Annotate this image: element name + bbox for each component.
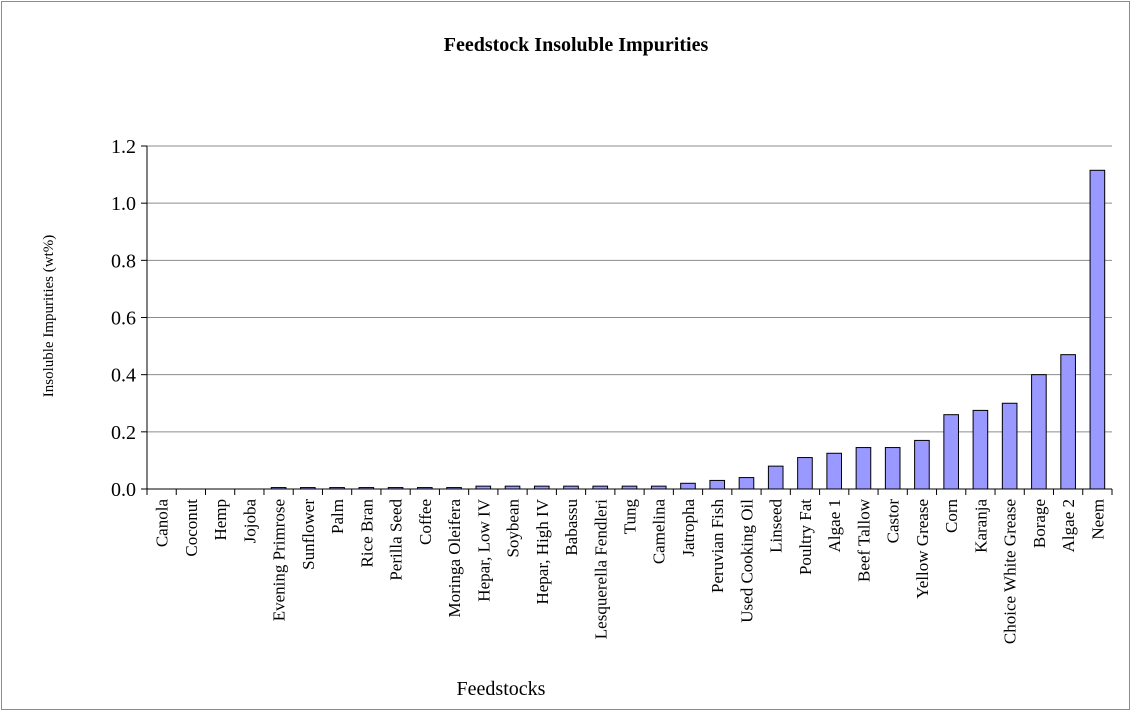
x-tick-label: Hepar, High IV [533, 498, 552, 604]
x-tick-label: Camelina [650, 499, 669, 565]
x-tick-label: Karanja [971, 499, 990, 553]
y-axis-label: Insoluble Impurities (wt%) [41, 235, 57, 397]
x-tick-label: Coconut [182, 499, 201, 557]
x-tick-label: Palm [328, 499, 347, 534]
bar [709, 479, 726, 490]
bar [884, 447, 901, 490]
x-tick-label: Linseed [767, 499, 786, 553]
x-tick-label: Algae 1 [825, 499, 844, 552]
x-tick-label: Yellow Grease [913, 499, 932, 599]
bar [943, 414, 959, 490]
bar [797, 457, 813, 490]
x-tick-label: Sunflower [299, 499, 318, 570]
x-tick-label: Algae 2 [1059, 499, 1078, 552]
x-tick-label: Poultry Fat [796, 499, 815, 575]
y-tick-label: 1.2 [111, 136, 136, 158]
bar [1089, 169, 1106, 490]
x-tick-label: Corn [942, 499, 961, 534]
x-tick-label: Beef Tallow [854, 498, 873, 582]
plot-area: 0.0 0.2 0.4 0.6 0.8 1.0 1.2 Canola Coconut Hemp Jo… [111, 136, 1113, 644]
x-tick-label: Neem [1088, 499, 1107, 540]
x-tick-label: Castor [884, 499, 903, 544]
x-tick-label: Choice White Grease [1001, 499, 1020, 644]
bar [767, 465, 784, 490]
bar [1031, 374, 1047, 490]
x-tick-label: Used Cooking Oil [737, 499, 756, 623]
x-tick-label: Jojoba [240, 499, 259, 544]
x-tick-label: Babassu [562, 499, 581, 556]
bar [855, 447, 872, 490]
chart-title: Feedstock Insoluble Impurities [444, 34, 709, 56]
x-tick-label: Tung [621, 499, 640, 535]
x-tick-label: Borage [1030, 499, 1049, 548]
x-tick-label: Moringa Oleifera [445, 499, 464, 618]
x-axis-label: Feedstocks [457, 678, 546, 700]
y-tick-label: 0.6 [111, 308, 136, 330]
x-tick-label: Canola [153, 499, 172, 548]
bar [738, 477, 755, 490]
x-tick-label: Coffee [416, 499, 435, 545]
x-tick-label: Rice Bran [357, 499, 376, 568]
x-tick-label: Perilla Seed [387, 499, 406, 581]
x-tick-label: Soybean [504, 499, 523, 558]
y-tick-label: 0.2 [111, 422, 136, 444]
y-tick-label: 0.8 [111, 250, 136, 272]
x-tick-label: Jatropha [679, 499, 698, 557]
y-tick-label: 0.0 [111, 479, 136, 501]
bar [826, 452, 843, 490]
bar [1001, 402, 1018, 490]
bar [914, 439, 930, 490]
bar [1060, 354, 1076, 490]
bar [972, 409, 989, 490]
y-tick-label: 0.4 [111, 365, 136, 387]
y-tick-label: 1.0 [111, 193, 136, 215]
x-tick-label: Hepar, Low IV [474, 498, 493, 601]
x-tick-label: Evening Primrose [270, 499, 289, 621]
bar [680, 482, 696, 490]
x-tick-label: Peruvian Fish [708, 499, 727, 593]
x-tick-label: Hemp [211, 499, 230, 541]
x-tick-label: Lesquerella Fendleri [591, 499, 610, 639]
